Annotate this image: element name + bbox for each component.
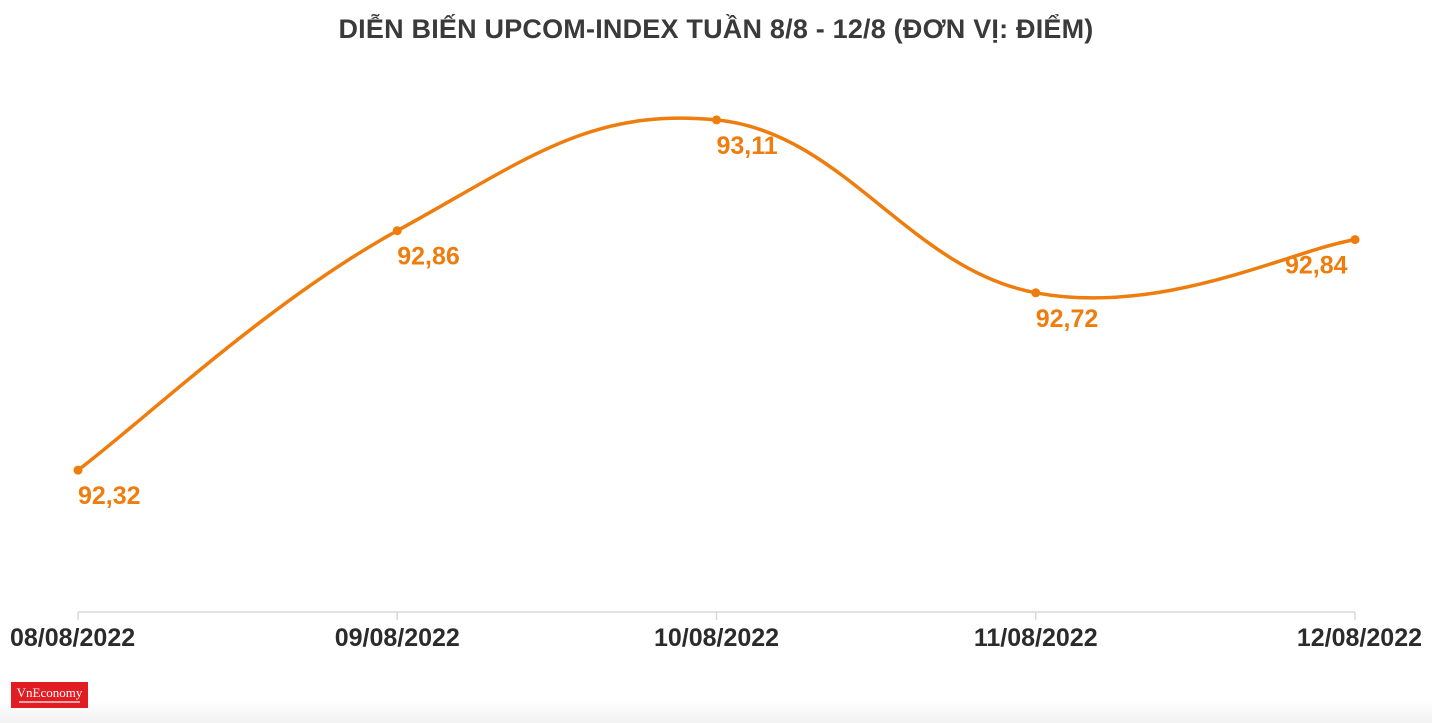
data-label: 92,84 <box>1285 252 1348 280</box>
data-point <box>712 115 721 125</box>
data-labels: 92,32 92,86 93,11 92,72 92,84 <box>78 132 1348 510</box>
data-point <box>1350 235 1360 245</box>
line-chart: 92,32 92,86 93,11 92,72 92,84 08/08/2022 09/0… <box>10 115 1422 652</box>
vneconomy-logo: VnEconomy <box>11 682 88 708</box>
data-point <box>73 465 83 475</box>
data-points <box>73 115 1360 475</box>
x-axis <box>77 611 1356 620</box>
data-label: 92,32 <box>78 482 141 510</box>
x-tick-label: 11/08/2022 <box>974 624 1098 652</box>
series-line <box>76 116 1357 472</box>
logo-text: VnEconomy <box>16 685 83 700</box>
x-tick-labels: 08/08/2022 09/08/2022 10/08/2022 11/08/2022… <box>10 624 1422 652</box>
data-label: 92,72 <box>1036 305 1099 333</box>
logo-underline <box>19 701 80 703</box>
x-tick-label: 09/08/2022 <box>335 624 460 652</box>
data-label: 92,86 <box>397 243 460 271</box>
x-tick-label: 08/08/2022 <box>10 624 135 652</box>
footer-band <box>0 700 1432 723</box>
chart-title: DIỄN BIẾN UPCOM-INDEX TUẦN 8/8 - 12/8 (Đ… <box>338 14 1094 44</box>
data-point <box>392 226 402 236</box>
data-label: 93,11 <box>717 132 778 160</box>
series-layer <box>76 116 1357 472</box>
x-tick-label: 10/08/2022 <box>654 624 779 652</box>
data-point <box>1031 288 1041 298</box>
x-tick-label: 12/08/2022 <box>1297 624 1422 652</box>
